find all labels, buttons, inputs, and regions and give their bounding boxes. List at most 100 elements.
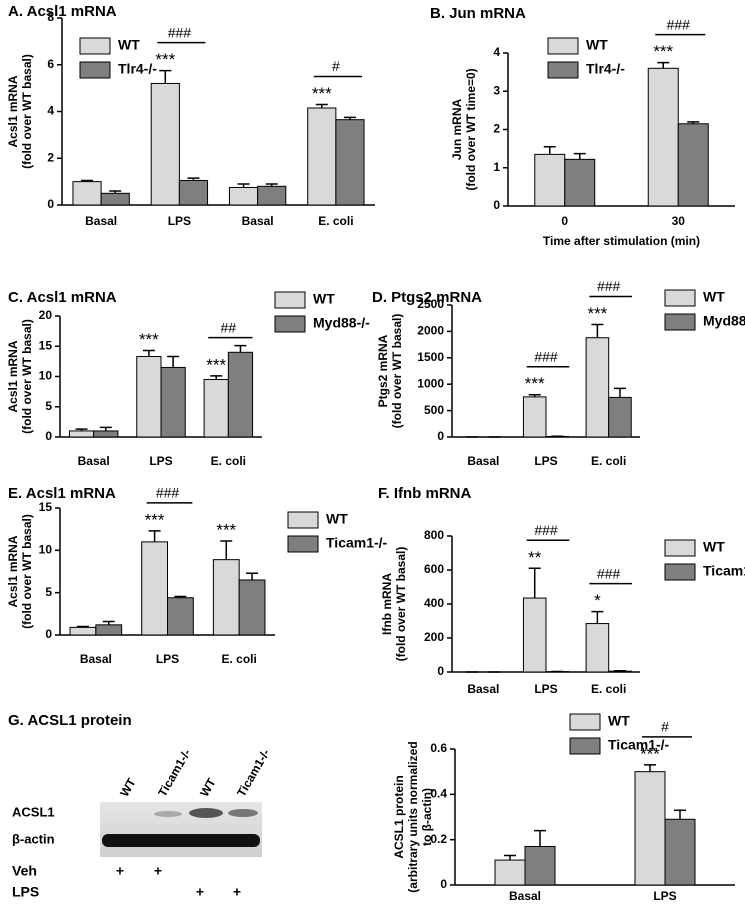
error-bar (148, 530, 161, 542)
y-tick-label: 2000 (417, 324, 444, 338)
bar (664, 818, 696, 886)
bar (524, 845, 556, 886)
bar (228, 186, 259, 206)
bar (335, 119, 365, 206)
error-bar (674, 809, 686, 820)
legend-swatch (664, 539, 696, 557)
error-bar (343, 116, 356, 120)
row-label: ACSL1 (12, 804, 55, 819)
legend-label: Ticam1-/- (703, 563, 745, 579)
chart-title: D. Ptgs2 mRNA (372, 289, 482, 306)
legend-swatch (664, 289, 696, 307)
legend-label: WT (313, 291, 335, 307)
legend-label: Ticam1-/- (326, 535, 388, 551)
error-bar (315, 103, 328, 108)
x-tick-label: Basal (78, 454, 110, 468)
y-tick-label: 1 (493, 160, 500, 174)
row-label: β-actin (12, 831, 55, 846)
bar (95, 624, 123, 636)
lane-label: WT (197, 775, 219, 799)
bar (160, 366, 186, 438)
y-tick-label: 500 (424, 403, 444, 417)
bar (93, 430, 119, 438)
bar (647, 67, 679, 207)
bar (68, 430, 95, 438)
x-tick-label: Basal (80, 652, 112, 666)
error-bar (543, 145, 556, 155)
treatment-mark: + (233, 884, 241, 900)
bar (136, 356, 162, 438)
error-bar (591, 323, 604, 338)
bar (150, 82, 180, 206)
x-tick-label: E. coli (591, 454, 626, 468)
legend-label: Tlr4-/- (586, 61, 625, 77)
error-bar (220, 540, 233, 560)
y-tick-label: 8 (47, 10, 54, 24)
error-bar (109, 190, 122, 194)
x-tick-label: 30 (672, 214, 686, 228)
bracket-label: ### (597, 565, 621, 581)
significance-stars: *** (139, 330, 159, 349)
bar (522, 396, 547, 438)
bar (100, 192, 130, 206)
legend-swatch (274, 291, 306, 309)
significance-stars: * (594, 591, 601, 610)
bar (178, 179, 209, 206)
legend-swatch (79, 61, 111, 79)
y-axis-label: ACSL1 protein (392, 775, 406, 858)
x-tick-label: E. coli (318, 214, 353, 228)
y-tick-label: 400 (424, 596, 444, 610)
y-tick-label: 0.4 (430, 787, 447, 801)
chart-title: F. Ifnb mRNA (378, 485, 471, 502)
y-tick-label: 20 (39, 308, 53, 322)
bracket-label: # (332, 58, 340, 74)
y-tick-label: 2500 (417, 297, 444, 311)
x-tick-label: LPS (156, 652, 179, 666)
y-tick-label: 5 (45, 399, 52, 413)
y-tick-label: 600 (424, 562, 444, 576)
chart-title: C. Acsl1 mRNA (8, 289, 117, 306)
lane-label: Ticam1-/- (155, 747, 193, 799)
bar (608, 396, 632, 438)
legend-swatch (79, 37, 111, 55)
bar (494, 859, 526, 886)
x-tick-label: LPS (534, 682, 557, 696)
error-bar (210, 375, 223, 380)
significance-stars: *** (145, 510, 165, 529)
y-tick-label: 0.6 (430, 741, 447, 755)
treatment-mark: + (116, 863, 124, 879)
bar (677, 123, 709, 207)
error-bar (246, 572, 259, 580)
chart-title: A. Acsl1 mRNA (8, 3, 117, 20)
legend-swatch (664, 313, 696, 331)
bar (534, 153, 566, 207)
error-bar (265, 183, 278, 187)
x-tick-label: Basal (509, 889, 541, 903)
y-axis-label: Ifnb mRNA (380, 573, 394, 635)
bar (69, 626, 97, 636)
error-bar (187, 177, 200, 181)
bracket-label: ### (667, 16, 691, 32)
error-bar (234, 344, 247, 353)
x-axis-label: Time after stimulation (min) (543, 234, 700, 248)
y-axis-label: (fold over WT basal) (20, 514, 34, 629)
y-tick-label: 4 (493, 45, 500, 59)
y-tick-label: 0 (440, 877, 447, 891)
legend-swatch (569, 737, 601, 755)
treatment-mark: + (154, 863, 162, 879)
significance-stars: *** (216, 521, 236, 540)
x-tick-label: Basal (242, 214, 274, 228)
error-bar (528, 394, 541, 397)
significance-stars: *** (640, 744, 660, 763)
y-tick-label: 0 (45, 429, 52, 443)
y-tick-label: 0 (437, 429, 444, 443)
legend-label: WT (703, 289, 725, 305)
error-bar (75, 428, 88, 431)
y-tick-label: 0 (437, 664, 444, 678)
y-tick-label: 800 (424, 528, 444, 542)
y-tick-label: 3 (493, 83, 500, 97)
chart-title: B. Jun mRNA (430, 5, 526, 22)
bar (212, 559, 240, 636)
error-bar (99, 426, 112, 431)
